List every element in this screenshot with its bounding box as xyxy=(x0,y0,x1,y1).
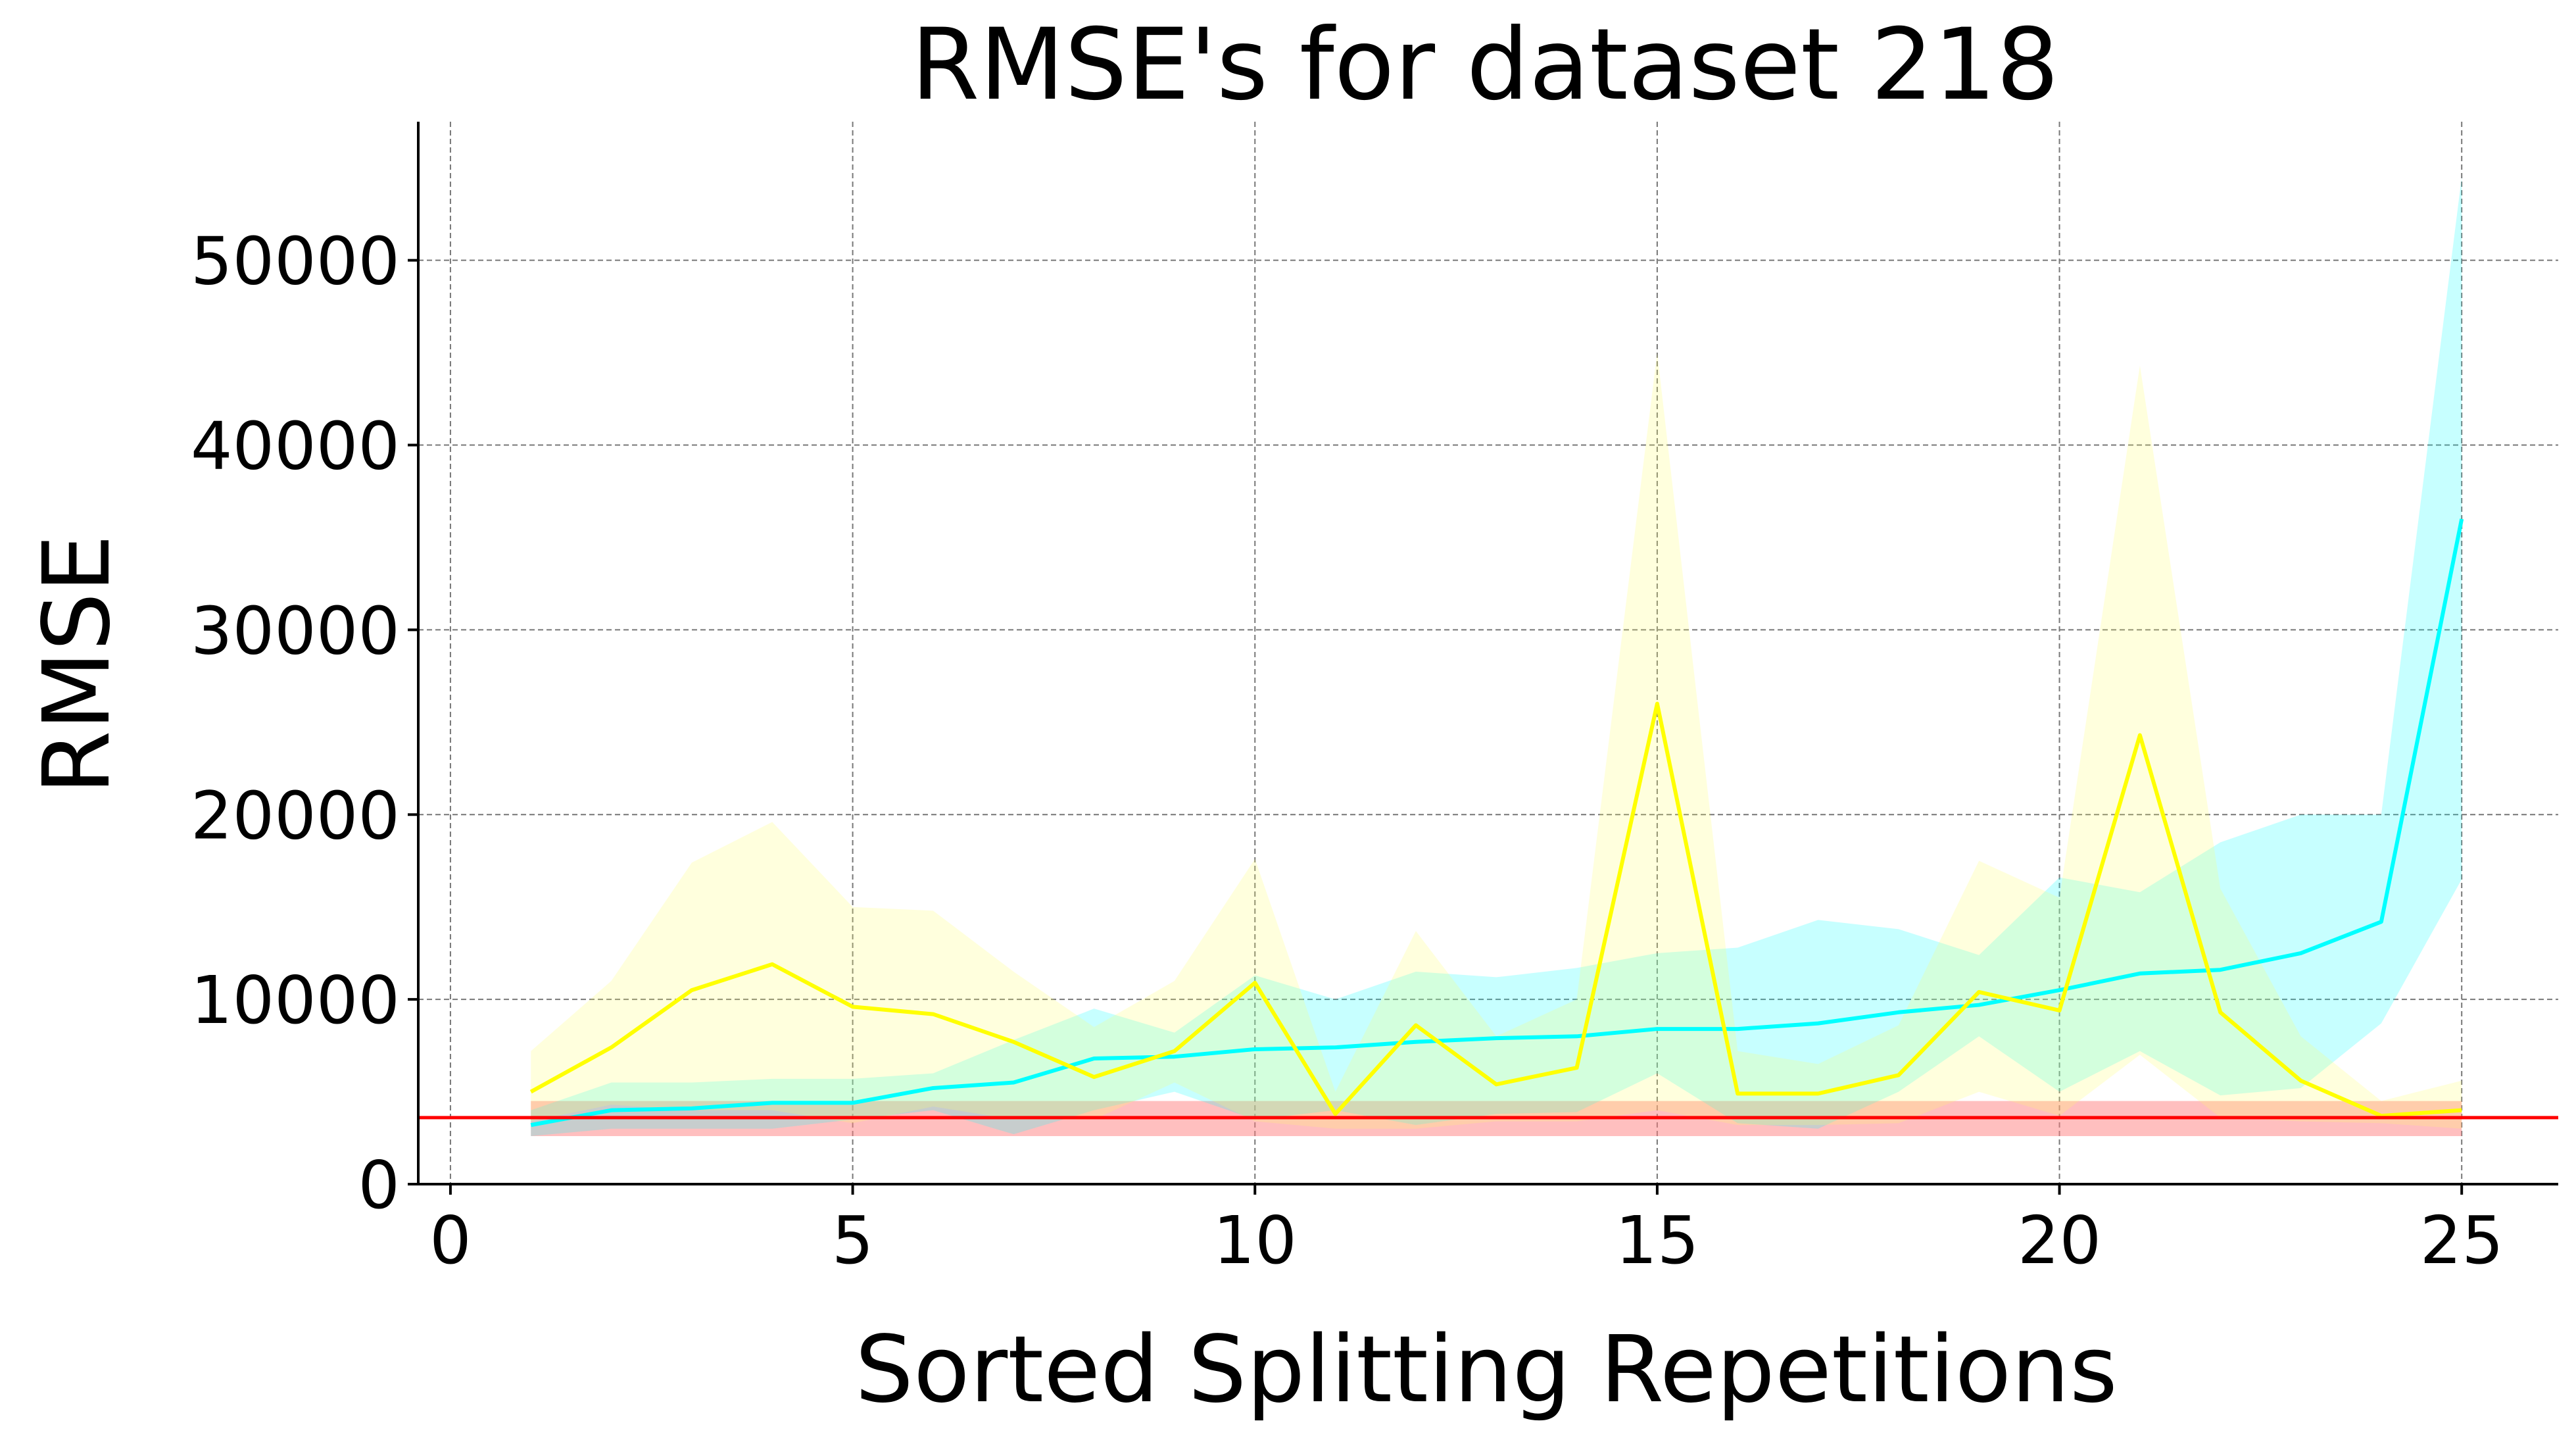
y-axis-label: RMSE xyxy=(24,534,131,794)
y-tick-label: 30000 xyxy=(191,592,400,669)
y-tick-label: 40000 xyxy=(191,408,400,485)
y-tick-label: 0 xyxy=(358,1147,400,1224)
series-line-0 xyxy=(530,518,2464,1128)
y-tick-label: 20000 xyxy=(191,777,400,854)
x-tick-label: 5 xyxy=(832,1202,874,1279)
series-band-1 xyxy=(531,353,2462,1129)
y-tick-label: 10000 xyxy=(191,962,400,1039)
y-tick-label: 50000 xyxy=(191,223,400,300)
confidence-bands xyxy=(531,177,2462,1136)
x-tick-label: 0 xyxy=(429,1202,472,1279)
series-band-0 xyxy=(531,177,2462,1136)
series-line-1 xyxy=(529,701,2462,1118)
axes xyxy=(417,122,2558,1185)
series-lines xyxy=(418,518,2558,1128)
ticks: 0 5 10 15 20 25 0 10000 20000 30000 40000 50000 xyxy=(191,223,2504,1279)
x-tick-label: 20 xyxy=(2018,1202,2101,1279)
x-tick-label: 25 xyxy=(2420,1202,2504,1279)
x-tick-label: 15 xyxy=(1615,1202,1699,1279)
x-axis-label: Sorted Splitting Repetitions xyxy=(855,1316,2118,1424)
chart-title: RMSE's for dataset 218 xyxy=(911,8,2059,122)
x-tick-label: 10 xyxy=(1213,1202,1297,1279)
